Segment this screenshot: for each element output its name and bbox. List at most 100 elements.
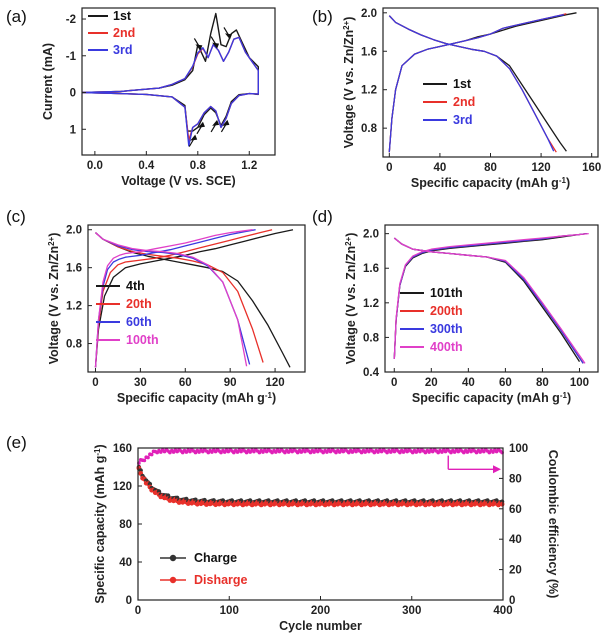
panel-d-ytick-label: 0.8 — [363, 332, 380, 344]
panel-e-frame — [137, 447, 504, 601]
panel-a-series-1st — [82, 12, 259, 132]
panel-d-xlabel: Specific capacity (mAh g-1) — [412, 391, 571, 406]
panel-c-xtick-label: 30 — [134, 377, 147, 389]
panel-a-ytick-label: 1 — [70, 124, 77, 136]
panel-c-charge-20th — [94, 229, 273, 368]
panel-a-frame — [81, 7, 276, 156]
panel-a-arrow-head — [197, 121, 205, 128]
panel-b-xlabel: Specific capacity (mAh g-1) — [411, 176, 570, 191]
panel-a-ytick-label: 0 — [70, 88, 76, 100]
panel-e-ytick-label: 80 — [119, 519, 132, 531]
panel-e-discharge-point — [499, 501, 505, 507]
panel-c-legend-label: 60th — [126, 315, 152, 329]
panel-e-ytick-right-label: 80 — [509, 473, 522, 485]
panel-b-ylabel: Voltage (V vs. Zn/Zn2+) — [342, 17, 357, 149]
panel-e-ylabel-right: Coulombic efficiency (%) — [546, 450, 560, 599]
panel-a-ytick-label: -2 — [66, 14, 76, 26]
panel-d-frame — [384, 224, 599, 373]
panel-b-discharge-3rd — [388, 15, 555, 152]
panel-c-ytick-label: 1.2 — [66, 301, 82, 313]
panel-d-label: (d) — [312, 207, 333, 226]
panel-a-xlabel: Voltage (V vs. SCE) — [121, 174, 235, 188]
panel-c-legend-label: 4th — [126, 279, 145, 293]
panel-b-xtick-label: 120 — [531, 162, 550, 174]
panel-e-ytick-label: 40 — [119, 557, 132, 569]
panel-d: (d) 0 20 40 60 80 100 0.4 0.8 1.2 1.6 2.0 Specific c… — [312, 207, 599, 406]
panel-d-xtick-label: 40 — [462, 377, 475, 389]
panel-e-xtick-label: 0 — [135, 605, 141, 617]
panel-d-legend-label: 300th — [430, 322, 463, 336]
panel-d-xtick-label: 80 — [536, 377, 549, 389]
panel-b-legend-label: 1st — [453, 77, 472, 91]
panel-d-legend-label: 101th — [430, 286, 463, 300]
panel-b-legend-label: 3rd — [453, 113, 472, 127]
panel-b-legend-label: 2nd — [453, 95, 475, 109]
panel-e-ytick-label: 120 — [113, 481, 132, 493]
panel-d-legend-label: 200th — [430, 304, 463, 318]
panel-c-xtick-label: 90 — [224, 377, 237, 389]
panel-c-xtick-label: 0 — [92, 377, 98, 389]
panel-a-curves — [82, 12, 259, 147]
panel-c-frame — [87, 224, 306, 373]
panel-c-ylabel: Voltage (V vs. Zn/Zn2+) — [47, 233, 62, 365]
panel-a-xtick-label: 0.0 — [87, 160, 103, 172]
panel-b-xtick-label: 40 — [434, 162, 447, 174]
panel-e-xlabel: Cycle number — [279, 619, 362, 633]
panel-e-ylabel-left: Specific capacity (mAh g-1) — [93, 444, 108, 603]
panel-e-xtick-label: 100 — [220, 605, 239, 617]
panel-d-ytick-label: 1.6 — [363, 263, 379, 275]
panel-a-xtick-label: 1.2 — [241, 160, 257, 172]
panel-d-ytick-label: 1.2 — [363, 298, 379, 310]
panel-e-xtick-label: 400 — [493, 605, 512, 617]
panel-a-series-3rd — [82, 36, 259, 147]
panel-b-ytick-label: 2.0 — [361, 8, 377, 20]
panel-a-xtick-label: 0.4 — [138, 160, 155, 172]
panel-b-charge-3rd — [388, 14, 565, 153]
panel-d-legend-label: 400th — [430, 340, 463, 354]
panel-b-label: (b) — [312, 7, 333, 26]
panel-d-ytick-label: 2.0 — [363, 229, 379, 241]
panel-c-discharge-20th — [95, 232, 264, 363]
panel-e-legend-marker — [169, 576, 177, 584]
panel-a-label: (a) — [6, 7, 27, 26]
panel-b-frame — [382, 7, 599, 158]
panel-e-ce-arrow-head — [493, 465, 501, 474]
panel-c-discharge-100th — [95, 232, 248, 367]
panel-b-discharge-2nd — [388, 15, 557, 153]
panel-a-series-2nd — [82, 36, 259, 142]
panel-d-xtick-label: 100 — [570, 377, 589, 389]
panel-c-legend-label: 20th — [126, 297, 152, 311]
panel-d-charge-300th — [393, 232, 587, 360]
panel-c-legend-label: 100th — [126, 333, 159, 347]
panel-e-ce-point — [149, 452, 154, 457]
panel-d-xtick-label: 60 — [499, 377, 512, 389]
panel-a-arrow-head — [224, 33, 232, 40]
panel-c-charge-60th — [94, 229, 256, 368]
panel-a-arrow-head — [222, 119, 230, 126]
panel-a-legend-label: 2nd — [113, 26, 135, 40]
panel-b-xtick-label: 160 — [582, 162, 601, 174]
panel-c-xtick-label: 60 — [179, 377, 192, 389]
panel-c-ytick-label: 2.0 — [66, 225, 82, 237]
panel-d-xtick-label: 20 — [425, 377, 438, 389]
panel-e-ce-point — [142, 458, 147, 463]
panel-e-ytick-label: 160 — [113, 443, 132, 455]
panel-b-xtick-label: 0 — [386, 162, 392, 174]
panel-e-ytick-right-label: 0 — [509, 595, 515, 607]
panel-e-legend-label: Charge — [194, 551, 237, 565]
panel-d-ylabel: Voltage (V vs. Zn/Zn2+) — [344, 233, 359, 365]
panel-e-ytick-right-label: 100 — [509, 443, 528, 455]
panel-b-ytick-label: 1.6 — [361, 46, 377, 58]
panel-c-xtick-label: 120 — [265, 377, 284, 389]
panel-e-ytick-right-label: 60 — [509, 504, 522, 516]
panel-e-ytick-right-label: 20 — [509, 565, 522, 577]
panel-e-ytick-label: 0 — [126, 595, 132, 607]
panel-e-ytick-right-label: 40 — [509, 534, 522, 546]
panel-a-ylabel: Current (mA) — [41, 43, 55, 120]
panel-a-arrow-head — [212, 42, 220, 49]
panel-d-ytick-label: 0.4 — [363, 367, 380, 379]
panel-e: (e)0 100 200 300 40004080120160020406080100C… — [6, 433, 560, 633]
panel-e-legend-marker — [169, 554, 177, 562]
panel-b-ytick-label: 0.8 — [361, 123, 378, 135]
